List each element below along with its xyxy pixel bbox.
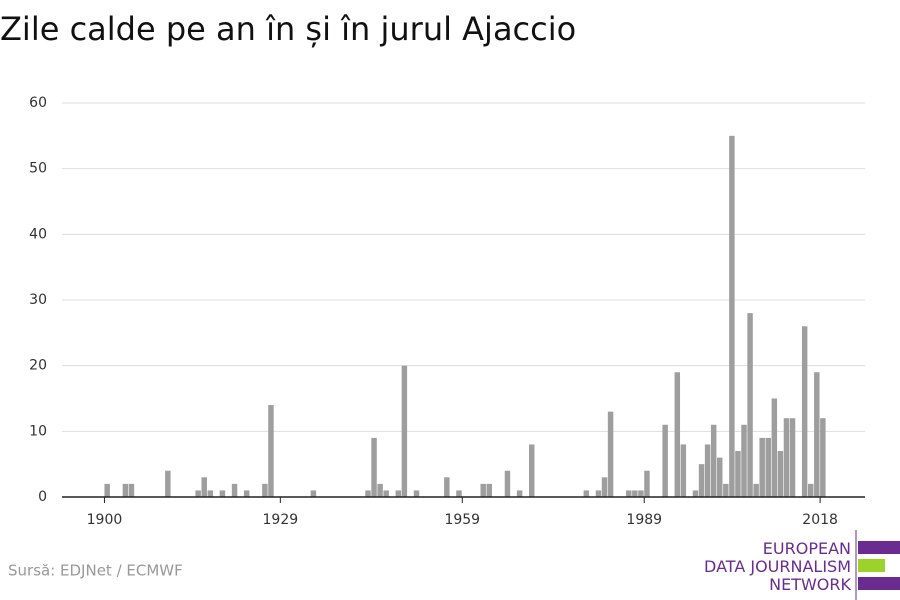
source: Sursă: EDJNet / ECMWF — [8, 562, 183, 580]
bar — [195, 490, 201, 497]
bar — [632, 490, 638, 497]
bar — [401, 365, 408, 497]
bar — [262, 483, 268, 497]
logo-bar — [858, 559, 885, 572]
bar — [626, 490, 632, 497]
bar — [601, 477, 608, 497]
bar — [219, 490, 226, 497]
bar — [710, 424, 717, 497]
bar — [638, 490, 644, 497]
bar — [529, 444, 535, 497]
logo-bar — [858, 541, 900, 554]
x-tick-label: 1959 — [444, 512, 480, 528]
bar — [456, 490, 462, 497]
logo-text: DATA JOURNALISM — [704, 557, 851, 576]
logo-bar — [858, 577, 900, 590]
bar — [765, 437, 771, 497]
y-tick-label: 50 — [29, 161, 47, 177]
bar — [747, 313, 753, 497]
x-tick-label: 2018 — [802, 512, 838, 528]
bar — [128, 483, 135, 497]
bar — [704, 444, 711, 497]
bar — [698, 464, 705, 497]
y-tick-label: 40 — [29, 226, 47, 242]
bar — [807, 483, 814, 497]
y-tick-label: 60 — [29, 95, 47, 111]
bar — [741, 424, 747, 497]
bar — [377, 483, 383, 497]
bar — [165, 470, 171, 497]
bar — [268, 405, 274, 497]
bar — [783, 418, 790, 497]
bar — [516, 490, 523, 497]
bar — [801, 326, 808, 497]
logo-text: EUROPEAN — [763, 539, 851, 558]
bar — [104, 483, 110, 497]
bar — [753, 483, 759, 497]
bar — [583, 490, 590, 497]
y-tick-label: 20 — [29, 358, 47, 374]
bar — [365, 490, 371, 497]
bar — [595, 490, 602, 497]
bar — [717, 457, 723, 497]
bar — [413, 490, 420, 497]
bar — [122, 483, 129, 497]
bar — [680, 444, 687, 497]
bar — [735, 451, 741, 497]
chart-title: Zile calde pe an în și în jurul Ajaccio — [0, 10, 576, 48]
bar — [814, 372, 820, 497]
x-tick-label: 1900 — [87, 512, 123, 528]
bar — [692, 490, 699, 497]
y-tick-label: 10 — [29, 423, 47, 439]
bar — [771, 398, 778, 497]
bar — [383, 490, 389, 497]
logo-text: NETWORK — [769, 575, 851, 594]
bar — [607, 411, 614, 497]
bar — [644, 470, 650, 497]
bar — [820, 418, 826, 497]
bar — [371, 437, 377, 497]
bar — [444, 477, 450, 497]
bar — [207, 490, 214, 497]
y-tick-label: 0 — [38, 489, 47, 505]
bar — [789, 418, 796, 497]
bar — [504, 470, 511, 497]
bar — [729, 135, 735, 498]
y-tick-label: 30 — [29, 292, 47, 308]
bar — [777, 451, 784, 497]
bar — [723, 483, 729, 497]
bar — [662, 424, 668, 497]
bar — [243, 490, 250, 497]
bar — [759, 437, 765, 497]
bar — [310, 490, 317, 497]
bar — [674, 372, 681, 497]
bar — [480, 483, 486, 497]
x-tick-label: 1929 — [263, 512, 299, 528]
bar — [201, 477, 207, 497]
bar — [395, 490, 402, 497]
bar — [486, 483, 493, 497]
x-tick-label: 1989 — [626, 512, 662, 528]
bar — [231, 483, 238, 497]
